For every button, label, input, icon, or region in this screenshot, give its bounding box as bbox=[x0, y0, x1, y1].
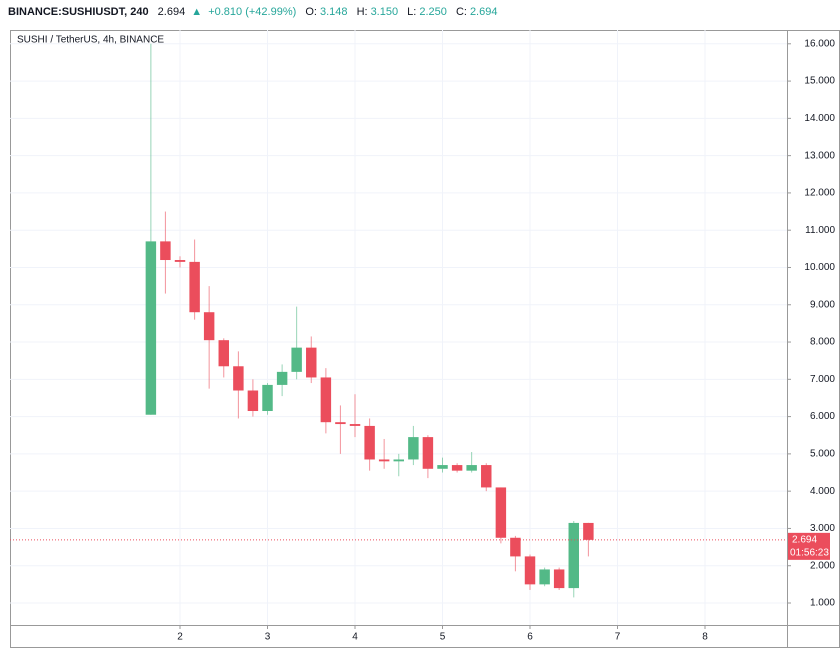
candle-body bbox=[553, 569, 565, 589]
chart-title: SUSHI / TetherUS, 4h, BINANCE bbox=[17, 35, 164, 46]
x-tick-label: 5 bbox=[440, 632, 446, 643]
y-tick-label: 15.000 bbox=[804, 76, 835, 87]
last-price-label: 2.694 bbox=[792, 534, 817, 545]
ohlc-label: H: bbox=[356, 6, 368, 18]
candle-body bbox=[466, 465, 477, 471]
last-price: 2.694 bbox=[157, 6, 186, 18]
candle-body bbox=[393, 459, 404, 462]
y-tick-label: 14.000 bbox=[804, 113, 835, 124]
y-tick-label: 10.000 bbox=[804, 262, 835, 273]
header: BINANCE:SUSHIUSDT, 240 2.694 ▲ +0.810 (+… bbox=[8, 6, 503, 18]
ohlc-value: 2.250 bbox=[419, 6, 447, 18]
up-arrow: ▲ bbox=[191, 6, 203, 18]
candle-body bbox=[174, 260, 186, 262]
y-tick-label: 12.000 bbox=[804, 188, 835, 199]
change: +0.810 (+42.99%) bbox=[208, 6, 297, 18]
grid bbox=[10, 30, 787, 625]
candle-body bbox=[364, 425, 375, 460]
candle-body bbox=[306, 347, 317, 378]
candle-body bbox=[524, 556, 536, 585]
x-tick-label: 4 bbox=[352, 632, 358, 643]
candle-body bbox=[160, 241, 171, 261]
ohlc-value: 3.150 bbox=[370, 6, 399, 18]
y-tick-label: 5.000 bbox=[810, 449, 835, 460]
candle-body bbox=[247, 390, 259, 412]
candle-body bbox=[539, 569, 550, 585]
candle-body bbox=[481, 465, 492, 488]
candles bbox=[145, 43, 594, 598]
candle-body bbox=[451, 465, 463, 471]
x-tick-label: 2 bbox=[177, 632, 183, 643]
ohlc-label: O: bbox=[305, 6, 317, 18]
y-tick-label: 2.000 bbox=[810, 560, 835, 571]
candle-body bbox=[276, 371, 288, 385]
symbol: BINANCE:SUSHIUSDT, 240 bbox=[8, 6, 149, 18]
y-tick-label: 1.000 bbox=[810, 598, 835, 609]
y-tick-label: 7.000 bbox=[810, 374, 835, 385]
y-tick-label: 3.000 bbox=[810, 523, 835, 534]
candle-body bbox=[495, 487, 507, 538]
candle-body bbox=[568, 522, 579, 589]
last-price-box bbox=[788, 532, 830, 560]
candle-body bbox=[583, 522, 594, 540]
frame bbox=[10, 30, 840, 648]
x-tick-label: 8 bbox=[702, 632, 708, 643]
candle-body bbox=[335, 422, 346, 425]
y-tick-label: 8.000 bbox=[810, 337, 835, 348]
candle-body bbox=[189, 261, 200, 313]
candle-body bbox=[510, 537, 521, 557]
x-tick-label: 7 bbox=[615, 632, 621, 643]
candle-body bbox=[378, 459, 390, 462]
y-tick-label: 13.000 bbox=[804, 150, 835, 161]
candle-body bbox=[145, 241, 157, 415]
candle-body bbox=[233, 366, 244, 391]
x-tick-label: 6 bbox=[527, 632, 533, 643]
y-tick-label: 4.000 bbox=[810, 486, 835, 497]
x-tick-label: 3 bbox=[265, 632, 271, 643]
candle-body bbox=[320, 377, 332, 423]
ohlc-value: 2.694 bbox=[469, 6, 498, 18]
ohlc-label: L: bbox=[407, 6, 417, 18]
candle-body bbox=[349, 424, 361, 426]
y-tick-label: 11.000 bbox=[805, 225, 835, 236]
y-tick-label: 9.000 bbox=[810, 299, 835, 310]
countdown: 01:56:23 bbox=[790, 547, 829, 558]
y-tick-label: 16.000 bbox=[804, 38, 835, 49]
y-tick-label: 6.000 bbox=[810, 411, 835, 422]
candle-body bbox=[437, 465, 448, 469]
ohlc-value: 3.148 bbox=[319, 6, 348, 18]
candle-body bbox=[422, 437, 434, 469]
candle-body bbox=[203, 312, 215, 341]
candle-body bbox=[291, 347, 302, 372]
candle-body bbox=[408, 437, 419, 460]
ohlc-label: C: bbox=[455, 6, 467, 18]
candle-body bbox=[262, 384, 273, 412]
candle-body bbox=[218, 340, 229, 367]
